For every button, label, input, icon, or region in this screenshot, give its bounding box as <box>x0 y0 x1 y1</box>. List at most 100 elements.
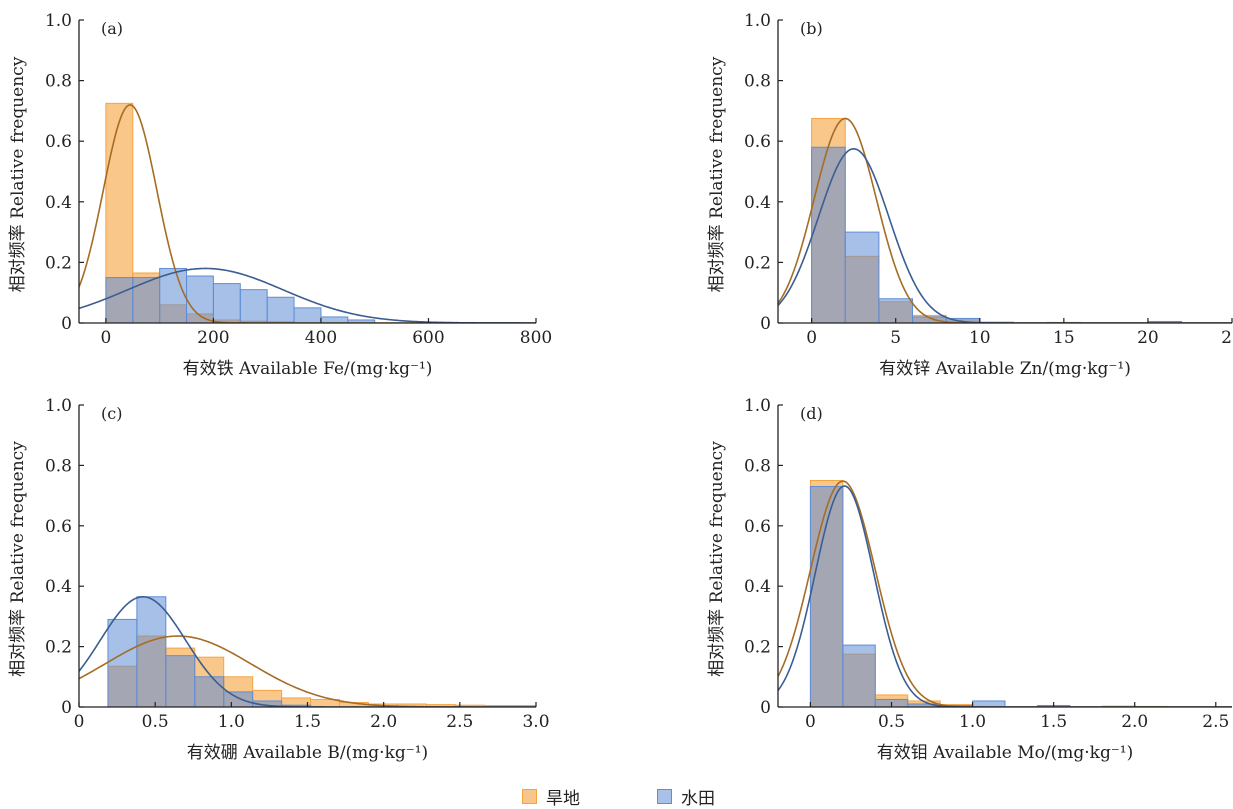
histogram-bar <box>239 289 268 323</box>
histogram-bar <box>212 283 241 323</box>
y-tick-label: 0 <box>760 314 771 334</box>
y-tick-label: 1.0 <box>744 11 771 31</box>
chart-panel-b: 0 0.2 0.4 0.6 0.8 1.0 0 5 10 15 20 25 (b) 有效锌 Availab… <box>707 11 1233 379</box>
x-tick-label: 20 <box>1137 328 1159 348</box>
legend-item-paddy: 水田 <box>657 784 715 809</box>
y-tick-label: 0.2 <box>45 638 72 658</box>
y-axis-label: 相对频率 Relative frequency <box>8 56 28 292</box>
legend-swatch-paddy <box>657 789 672 804</box>
y-tick-label: 0.4 <box>744 577 771 597</box>
y-tick-label: 0.2 <box>744 638 771 658</box>
histogram-bar <box>320 316 349 323</box>
legend-label-paddy: 水田 <box>681 789 715 809</box>
x-tick-label: 600 <box>412 328 444 348</box>
histogram-bar <box>136 596 167 707</box>
fit-curve <box>778 485 1232 707</box>
y-tick-label: 0 <box>760 698 771 718</box>
chart-panel-c: 0 0.2 0.4 0.6 0.8 1.0 0 0.5 1.0 1.5 2.0 2.5 3.0 (c) 有效… <box>8 396 550 763</box>
histogram-bar <box>844 231 880 323</box>
y-tick-label: 0.8 <box>45 72 72 92</box>
x-tick-label: 2.5 <box>446 712 473 732</box>
x-axis-label: 有效硼 Available B/(mg·kg⁻¹) <box>187 743 428 763</box>
histogram-bar <box>223 691 254 707</box>
y-tick-label: 0.4 <box>744 193 771 213</box>
x-axis-label: 有效铁 Available Fe/(mg·kg⁻¹) <box>183 359 433 379</box>
x-tick-label: 0.5 <box>142 712 169 732</box>
x-tick-label: 10 <box>969 328 991 348</box>
plot-area <box>79 102 536 323</box>
y-tick-label: 1.0 <box>45 11 72 31</box>
y-tick-label: 1.0 <box>744 396 771 416</box>
y-tick-label: 1.0 <box>45 396 72 416</box>
y-axis-label: 相对频率 Relative frequency <box>707 441 727 677</box>
x-tick-label: 2.0 <box>1121 712 1148 732</box>
y-tick-label: 0.4 <box>45 577 72 597</box>
y-tick-label: 0.8 <box>45 456 72 476</box>
plot-area <box>778 117 1232 323</box>
y-tick-label: 0.8 <box>744 456 771 476</box>
histogram-bar <box>132 277 161 323</box>
y-tick-label: 0.6 <box>744 517 771 537</box>
legend: 旱地 水田 <box>0 784 1233 809</box>
x-tick-label: 0 <box>805 712 816 732</box>
y-axis-label: 相对频率 Relative frequency <box>8 441 28 677</box>
x-tick-label: 3.0 <box>522 712 549 732</box>
y-tick-label: 0.8 <box>744 72 771 92</box>
x-tick-label: 800 <box>520 328 552 348</box>
y-tick-label: 0 <box>61 698 72 718</box>
fit-curve <box>778 117 1232 323</box>
fit-curve <box>778 480 1232 707</box>
x-tick-label: 0 <box>806 328 817 348</box>
x-tick-label: 15 <box>1053 328 1075 348</box>
x-tick-label: 25 <box>1221 328 1233 348</box>
legend-item-dryland: 旱地 <box>522 784 580 809</box>
y-tick-label: 0.6 <box>744 132 771 152</box>
plot-area <box>778 480 1232 707</box>
x-tick-label: 0.5 <box>878 712 905 732</box>
histogram-bar <box>105 277 134 323</box>
x-tick-label: 1.0 <box>218 712 245 732</box>
x-tick-label: 0 <box>100 328 111 348</box>
x-tick-label: 1.5 <box>1040 712 1067 732</box>
y-tick-label: 0.6 <box>45 517 72 537</box>
legend-label-dryland: 旱地 <box>546 789 580 809</box>
histogram-bar <box>811 146 846 323</box>
y-tick-label: 0.2 <box>45 253 72 273</box>
histogram-bar <box>842 644 876 707</box>
x-tick-label: 1.0 <box>959 712 986 732</box>
y-tick-label: 0.6 <box>45 132 72 152</box>
histogram-bar <box>107 618 138 707</box>
x-tick-label: 1.5 <box>294 712 321 732</box>
histogram-bar <box>266 296 295 323</box>
fit-curve <box>79 104 536 323</box>
x-tick-label: 400 <box>305 328 337 348</box>
legend-swatch-dryland <box>522 789 537 804</box>
histogram-bar <box>293 307 322 323</box>
panel-label: (c) <box>101 404 122 423</box>
y-axis-label: 相对频率 Relative frequency <box>707 56 727 292</box>
panel-label: (b) <box>800 19 823 38</box>
histogram-bar <box>252 700 283 707</box>
panel-label: (a) <box>101 19 123 38</box>
y-tick-label: 0.4 <box>45 193 72 213</box>
panel-label: (d) <box>800 404 823 423</box>
plot-area <box>79 595 536 707</box>
x-tick-label: 2.0 <box>370 712 397 732</box>
y-tick-label: 0.2 <box>744 253 771 273</box>
histogram-bar <box>165 655 196 707</box>
histogram-bar <box>972 700 1006 707</box>
histogram-bar <box>159 267 188 323</box>
chart-panel-d: 0 0.2 0.4 0.6 0.8 1.0 0 0.5 1.0 1.5 2.0 2.5 (d) 有效钼 A… <box>707 396 1232 763</box>
histogram-bar <box>347 319 376 323</box>
x-tick-label: 5 <box>890 328 901 348</box>
x-tick-label: 0 <box>74 712 85 732</box>
chart-panel-a: 0 0.2 0.4 0.6 0.8 1.0 0 200 400 600 800 (a) 有效铁 Avai… <box>8 11 552 379</box>
x-tick-label: 200 <box>197 328 229 348</box>
x-tick-label: 2.5 <box>1202 712 1229 732</box>
x-axis-label: 有效锌 Available Zn/(mg·kg⁻¹) <box>879 359 1131 379</box>
histogram-bar <box>809 486 844 707</box>
histogram-bar <box>194 676 225 707</box>
x-axis-label: 有效钼 Available Mo/(mg·kg⁻¹) <box>877 743 1134 763</box>
y-tick-label: 0 <box>61 314 72 334</box>
